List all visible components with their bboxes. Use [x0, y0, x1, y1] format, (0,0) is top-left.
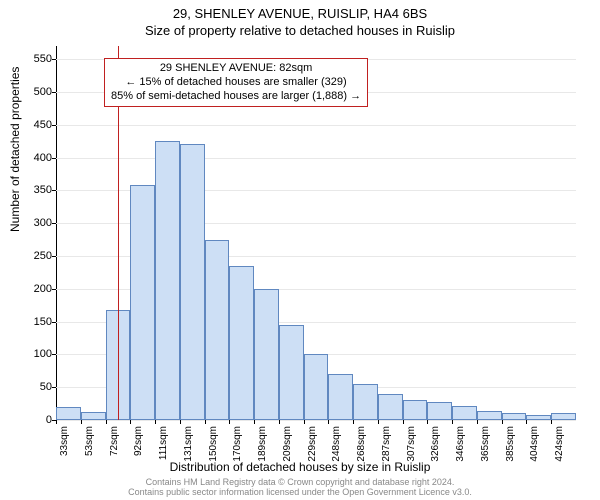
xtick-label: 72sqm: [109, 426, 120, 456]
xtick-mark: [81, 420, 82, 424]
page-title: 29, SHENLEY AVENUE, RUISLIP, HA4 6BS: [0, 0, 600, 21]
gridline: [56, 158, 576, 159]
ytick-label: 0: [18, 414, 52, 426]
histogram-bar: [526, 415, 551, 420]
histogram-bar: [452, 406, 477, 420]
histogram-bar: [229, 266, 254, 420]
ytick-mark: [52, 190, 56, 191]
histogram-bar: [180, 144, 205, 420]
xtick-mark: [452, 420, 453, 424]
xtick-mark: [106, 420, 107, 424]
xtick-label: 307sqm: [406, 426, 417, 462]
xtick-label: 248sqm: [331, 426, 342, 462]
xtick-label: 33sqm: [59, 426, 70, 456]
xtick-label: 326sqm: [430, 426, 441, 462]
ytick-label: 400: [18, 152, 52, 164]
histogram-bar: [155, 141, 180, 420]
xtick-mark: [130, 420, 131, 424]
histogram-bar: [81, 412, 106, 420]
xtick-mark: [502, 420, 503, 424]
xtick-mark: [526, 420, 527, 424]
xtick-label: 229sqm: [307, 426, 318, 462]
annotation-line-1: 29 SHENLEY AVENUE: 82sqm: [111, 62, 361, 76]
ytick-label: 450: [18, 119, 52, 131]
ytick-label: 200: [18, 283, 52, 295]
x-axis-label: Distribution of detached houses by size …: [0, 460, 600, 474]
xtick-mark: [353, 420, 354, 424]
histogram-bar: [378, 394, 403, 420]
ytick-label: 550: [18, 53, 52, 65]
histogram-bar: [551, 413, 576, 420]
ytick-label: 50: [18, 381, 52, 393]
xtick-label: 268sqm: [356, 426, 367, 462]
xtick-label: 111sqm: [158, 426, 169, 460]
ytick-label: 250: [18, 250, 52, 262]
xtick-label: 131sqm: [183, 426, 194, 462]
xtick-label: 53sqm: [84, 426, 95, 456]
xtick-label: 287sqm: [381, 426, 392, 462]
ytick-mark: [52, 354, 56, 355]
annotation-line-2: ← 15% of detached houses are smaller (32…: [111, 76, 361, 90]
histogram-bar: [56, 407, 81, 420]
xtick-mark: [378, 420, 379, 424]
xtick-mark: [279, 420, 280, 424]
xtick-mark: [477, 420, 478, 424]
ytick-mark: [52, 289, 56, 290]
xtick-mark: [304, 420, 305, 424]
xtick-label: 346sqm: [455, 426, 466, 462]
xtick-label: 92sqm: [133, 426, 144, 456]
histogram-bar: [328, 374, 353, 420]
chart-subtitle: Size of property relative to detached ho…: [0, 21, 600, 38]
histogram-bar: [130, 185, 155, 420]
ytick-label: 150: [18, 316, 52, 328]
ytick-label: 500: [18, 86, 52, 98]
xtick-mark: [229, 420, 230, 424]
xtick-mark: [155, 420, 156, 424]
histogram-bar: [427, 402, 452, 420]
xtick-mark: [180, 420, 181, 424]
xtick-label: 170sqm: [232, 426, 243, 462]
gridline: [56, 125, 576, 126]
ytick-mark: [52, 223, 56, 224]
histogram-bar: [502, 413, 527, 420]
ytick-label: 100: [18, 348, 52, 360]
ytick-label: 300: [18, 217, 52, 229]
ytick-mark: [52, 59, 56, 60]
xtick-mark: [56, 420, 57, 424]
histogram-bar: [254, 289, 279, 420]
xtick-mark: [403, 420, 404, 424]
xtick-label: 150sqm: [208, 426, 219, 462]
xtick-mark: [205, 420, 206, 424]
xtick-label: 189sqm: [257, 426, 268, 462]
xtick-label: 365sqm: [480, 426, 491, 462]
histogram-bar: [477, 411, 502, 420]
xtick-label: 404sqm: [529, 426, 540, 462]
xtick-mark: [427, 420, 428, 424]
histogram-bar: [205, 240, 230, 420]
xtick-label: 424sqm: [554, 426, 565, 462]
y-axis-line: [56, 46, 57, 420]
ytick-label: 350: [18, 184, 52, 196]
attribution-text: Contains HM Land Registry data © Crown c…: [0, 478, 600, 498]
gridline: [56, 420, 576, 421]
xtick-mark: [328, 420, 329, 424]
ytick-mark: [52, 125, 56, 126]
histogram-bar: [279, 325, 304, 420]
annotation-line-3: 85% of semi-detached houses are larger (…: [111, 90, 361, 104]
annotation-box: 29 SHENLEY AVENUE: 82sqm ← 15% of detach…: [104, 58, 368, 107]
chart-area: 05010015020025030035040045050055033sqm53…: [56, 46, 576, 420]
ytick-mark: [52, 322, 56, 323]
ytick-mark: [52, 387, 56, 388]
histogram-bar: [304, 354, 329, 420]
ytick-mark: [52, 92, 56, 93]
histogram-bar: [403, 400, 428, 420]
xtick-label: 385sqm: [505, 426, 516, 462]
histogram-bar: [353, 384, 378, 420]
xtick-mark: [254, 420, 255, 424]
ytick-mark: [52, 256, 56, 257]
xtick-mark: [551, 420, 552, 424]
xtick-label: 209sqm: [282, 426, 293, 462]
ytick-mark: [52, 158, 56, 159]
